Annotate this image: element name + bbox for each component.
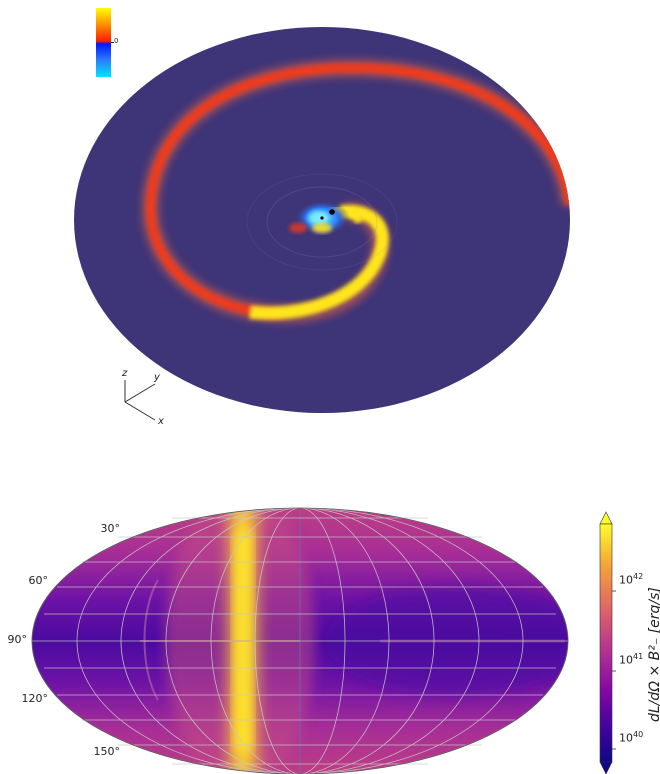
colorbar-label: dL/dΩ × B²₋ [erg/s] xyxy=(647,587,660,722)
spiral-arm-inner xyxy=(249,204,389,320)
axis-z-label: z xyxy=(122,368,128,379)
black-hole-primary xyxy=(329,209,335,215)
top-panel: 0 xyxy=(74,8,570,427)
bottom-panel: 30° 60° 90° 120° 150° 1042 1041 1040 xyxy=(0,500,660,774)
mollweide-sky-map xyxy=(31,507,569,774)
top-colorbar-tick-mark xyxy=(111,42,114,43)
luminosity-colorbar xyxy=(599,511,616,774)
colorbar-tick-1e41: 1041 xyxy=(619,652,644,667)
lat-label-30: 30° xyxy=(100,522,121,535)
colorbar-tick-1e40: 1040 xyxy=(619,730,644,745)
lat-label-90: 90° xyxy=(7,633,28,646)
top-colorbar-tick-label: 0 xyxy=(114,37,119,45)
axis-x-label: x xyxy=(158,416,164,427)
axis-y-label: y xyxy=(154,372,160,383)
lat-label-120: 120° xyxy=(21,692,49,705)
lat-label-150: 150° xyxy=(93,745,121,758)
disk-visualization xyxy=(74,27,570,413)
lat-label-60: 60° xyxy=(28,574,49,587)
top-colorbar xyxy=(96,8,111,77)
axes-triad xyxy=(124,380,156,421)
colorbar-tick-1e42: 1042 xyxy=(619,572,644,587)
black-hole-secondary xyxy=(320,216,324,220)
